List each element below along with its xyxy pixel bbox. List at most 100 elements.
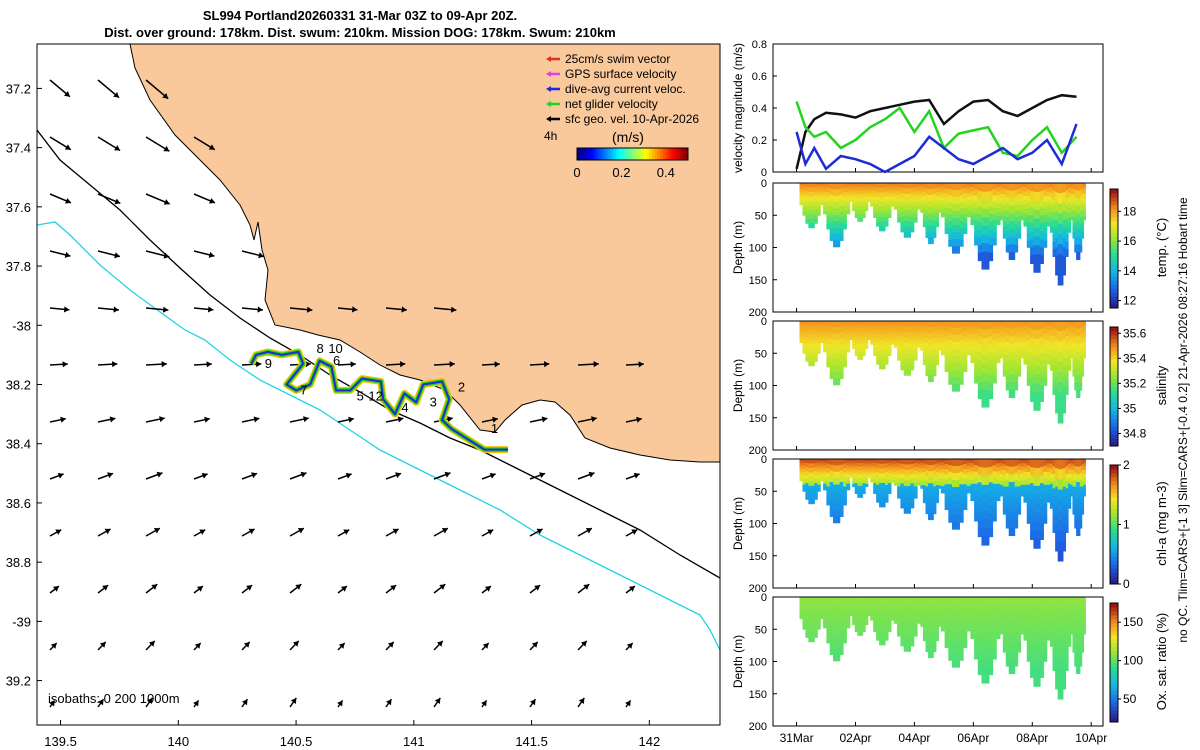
profile-cell <box>1081 343 1085 350</box>
profile-cell <box>1033 227 1038 238</box>
profile-cell <box>1057 668 1061 680</box>
profile-cell <box>955 604 960 612</box>
profile-cell <box>846 474 851 479</box>
profile-cell <box>1062 348 1067 359</box>
profile-cell <box>1081 194 1085 201</box>
lat-tick-label: 38.8 <box>6 555 31 570</box>
profile-cell <box>802 330 807 335</box>
profile-cell <box>897 183 902 188</box>
profile-cell <box>814 483 818 488</box>
profile-cell <box>1046 631 1051 637</box>
profile-cell <box>999 604 1004 609</box>
profile-cell <box>1068 621 1072 628</box>
profile-cell <box>1060 550 1064 562</box>
profile-cell <box>1062 238 1067 248</box>
profile-cell <box>1002 343 1007 350</box>
legend-colorbar-tick: 0.2 <box>612 165 630 180</box>
vector-arrow <box>433 306 457 313</box>
profile-cell <box>876 609 880 615</box>
profile-cell <box>1008 481 1013 491</box>
profile-cell <box>1052 517 1056 526</box>
profile-cell <box>849 199 853 203</box>
vector-arrow <box>49 472 64 480</box>
vector-arrow <box>625 361 644 368</box>
profile-cell <box>820 338 824 341</box>
profile-cell <box>948 503 953 511</box>
profile-cell <box>859 321 864 326</box>
profile-cell <box>1076 504 1079 514</box>
profile-cell <box>865 461 869 466</box>
profile-cell <box>799 476 804 479</box>
profile-cell <box>1065 597 1069 605</box>
profile-cell <box>1079 597 1083 605</box>
profile-cell <box>817 625 821 630</box>
profile-cell <box>1052 387 1056 395</box>
profile-cell <box>857 321 861 326</box>
profile-cell <box>1049 606 1054 613</box>
profile-cell <box>944 341 949 347</box>
profile-cell <box>1020 477 1025 482</box>
profile-cell <box>1077 597 1081 606</box>
profile-cell <box>870 196 874 200</box>
profile-cell <box>930 357 934 364</box>
profile-cell <box>873 607 877 612</box>
profile-cell <box>859 612 864 617</box>
profile-cell <box>1081 365 1085 372</box>
profile-cell <box>1017 630 1022 637</box>
profile-cell <box>823 615 828 620</box>
profile-cell <box>944 642 949 649</box>
profile-cell <box>836 195 841 203</box>
profile-cell <box>802 337 807 341</box>
profile-cell <box>944 622 949 628</box>
profile-cell <box>1036 623 1041 634</box>
profile-cell <box>1079 327 1083 336</box>
profile-cell <box>1017 216 1022 223</box>
profile-cell <box>1030 669 1034 679</box>
profile-cell <box>1002 216 1007 223</box>
profile-cell <box>829 217 834 224</box>
profile-cell <box>879 459 883 465</box>
profile-cell <box>1017 194 1022 201</box>
profile-cell <box>910 325 915 332</box>
profile-cell <box>1020 212 1025 217</box>
profile-cell <box>963 622 968 628</box>
profile-cell <box>1046 200 1051 206</box>
profile-cell <box>944 637 949 644</box>
profile-cell <box>955 480 960 488</box>
legend-colorbar-tick: 0 <box>573 165 580 180</box>
profile-cell <box>862 614 866 619</box>
profile-cell <box>1076 244 1079 253</box>
profile-cell <box>1076 635 1079 644</box>
profile-cell <box>1077 205 1081 215</box>
profile-cell <box>859 347 864 353</box>
profile-cell <box>829 194 834 201</box>
profile-cell <box>928 201 932 208</box>
profile-cell <box>820 340 824 344</box>
profile-cell <box>944 494 949 500</box>
colorbar-tick-label: 2 <box>1123 458 1130 472</box>
profile-cell <box>814 341 818 346</box>
profile-cell <box>1014 617 1019 626</box>
profile-cell <box>1005 617 1010 626</box>
profile-cell <box>955 342 960 350</box>
profile-cell <box>1074 610 1077 619</box>
profile-cell <box>948 189 953 197</box>
profile-cell <box>1083 350 1086 355</box>
profile-cell <box>833 635 837 643</box>
profile-cell <box>1020 190 1025 195</box>
profile-cell <box>925 646 929 653</box>
profile-cell <box>897 332 902 338</box>
profile-cell <box>985 260 990 270</box>
profile-cell <box>922 334 927 340</box>
velocity-tick-label: 0.2 <box>752 135 767 147</box>
profile-cell <box>870 341 874 345</box>
profile-cell <box>963 361 968 368</box>
profile-cell <box>829 223 834 230</box>
profile-cell <box>959 459 964 466</box>
profile-cell <box>935 489 939 495</box>
profile-cell <box>988 666 994 676</box>
profile-cell <box>948 653 953 661</box>
profile-cell <box>1030 637 1034 646</box>
profile-cell <box>1014 465 1019 474</box>
